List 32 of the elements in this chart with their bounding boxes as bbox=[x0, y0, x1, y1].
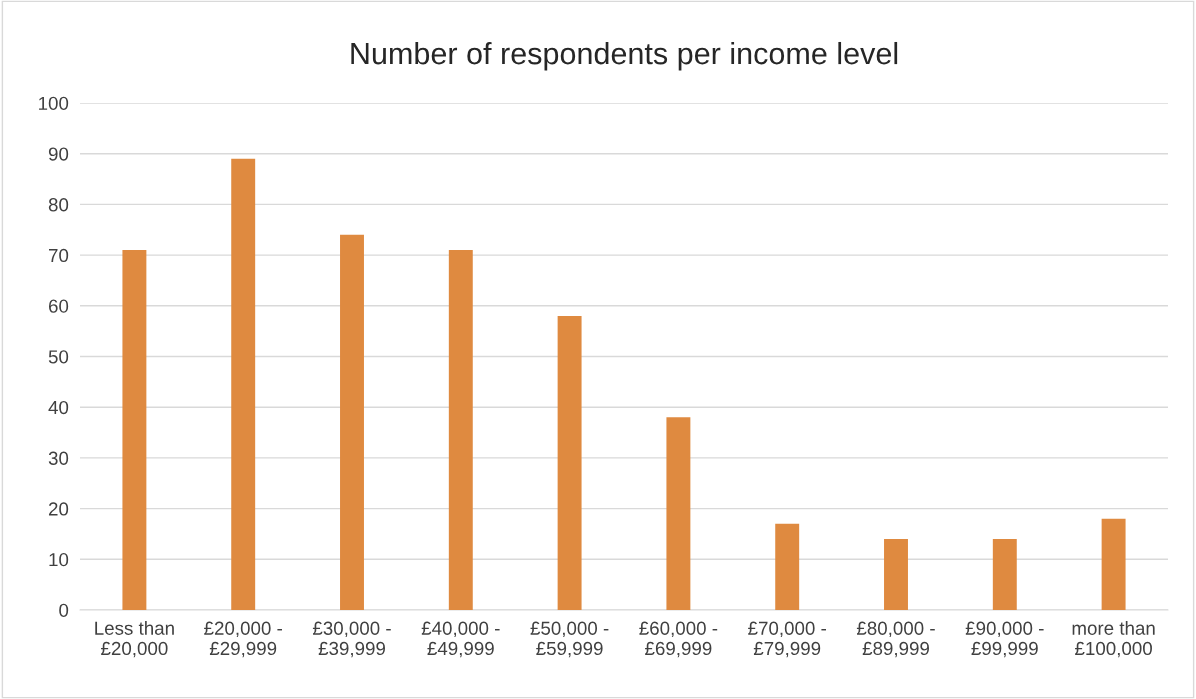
y-tick-label: 0 bbox=[59, 603, 69, 617]
bar bbox=[448, 250, 473, 610]
y-tick-label: 20 bbox=[48, 502, 69, 516]
bar bbox=[992, 539, 1017, 610]
y-tick-label: 30 bbox=[48, 451, 69, 465]
y-tick-label: 100 bbox=[39, 96, 69, 110]
x-tick-label: £80,000 - £89,999 bbox=[856, 621, 935, 658]
bar bbox=[884, 539, 908, 610]
bar bbox=[1101, 518, 1126, 610]
y-tick-label: 60 bbox=[48, 299, 69, 313]
y-tick-label: 50 bbox=[48, 350, 69, 364]
y-tick-label: 80 bbox=[48, 198, 69, 212]
x-tick-label: £50,000 - £59,999 bbox=[530, 621, 609, 658]
x-tick-label: £40,000 - £49,999 bbox=[421, 621, 500, 658]
bar bbox=[557, 315, 582, 610]
x-tick-label: £20,000 - £29,999 bbox=[204, 621, 282, 658]
bar bbox=[122, 250, 147, 610]
y-tick-label: 10 bbox=[49, 553, 69, 567]
bar bbox=[231, 158, 256, 610]
bar bbox=[666, 417, 691, 610]
y-tick-label: 70 bbox=[49, 248, 69, 263]
x-tick-label: £90,000 - £99,999 bbox=[965, 621, 1044, 658]
bar bbox=[775, 523, 800, 610]
bar bbox=[340, 234, 364, 610]
x-tick-label: more than £100,000 bbox=[1072, 621, 1155, 658]
chart-title: Number of respondents per income level bbox=[351, 41, 898, 71]
x-tick-label: £60,000 - £69,999 bbox=[639, 621, 718, 658]
x-tick-label: £70,000 - £79,999 bbox=[748, 621, 826, 658]
x-tick-label: £30,000 - £39,999 bbox=[312, 621, 391, 658]
y-tick-label: 90 bbox=[48, 147, 69, 161]
y-tick-label: 40 bbox=[48, 400, 69, 415]
x-tick-label: Less than £20,000 bbox=[95, 621, 174, 658]
